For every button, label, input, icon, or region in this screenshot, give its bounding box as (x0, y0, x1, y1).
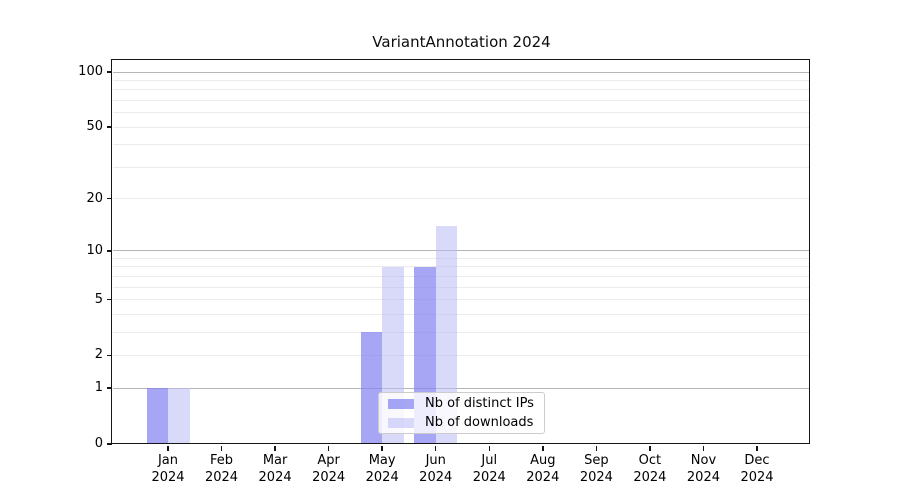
y-tick (106, 126, 112, 128)
x-tick-label-line: 2024 (472, 470, 506, 485)
legend-label: Nb of distinct IPs (425, 396, 534, 411)
x-tick-label-line: 2024 (526, 470, 560, 485)
x-tick-label-line: Nov (690, 453, 717, 468)
x-tick-label-line: 2024 (740, 470, 774, 485)
minor-gridline (113, 257, 810, 259)
x-tick-label: Apr 2024 (297, 452, 361, 486)
y-tick (106, 298, 112, 301)
x-tick-label: Feb 2024 (190, 452, 254, 486)
x-tick-label-line: 2024 (204, 470, 239, 485)
x-tick-label-line: Jan (157, 453, 179, 468)
legend-label: Nb of downloads (425, 415, 534, 430)
y-tick (106, 443, 112, 445)
minor-gridline (113, 299, 810, 301)
x-tick-label-line: Jun (425, 453, 446, 468)
x-tick-label: May 2024 (350, 452, 414, 486)
minor-gridline (113, 112, 810, 114)
x-tick (434, 445, 437, 451)
x-tick-label-line: Jul (481, 453, 498, 468)
y-tick (106, 387, 112, 389)
minor-gridline (113, 100, 810, 102)
x-tick-label-line: Apr (317, 453, 340, 468)
bar-distinct-ips (360, 332, 383, 444)
x-tick-label: Jun 2024 (404, 452, 468, 486)
x-tick-label: Jan 2024 (136, 452, 200, 486)
x-tick-label-line: Sep (584, 453, 609, 468)
x-tick-label: Sep 2024 (564, 452, 628, 486)
y-tick-label: 100 (78, 64, 103, 80)
x-tick-label-line: 2024 (151, 470, 185, 485)
x-tick (595, 445, 598, 451)
x-tick-label: Nov 2024 (671, 452, 735, 486)
y-tick-label: 5 (94, 291, 103, 307)
x-tick-label-line: 2024 (686, 470, 720, 485)
y-tick (106, 354, 112, 357)
x-tick-label: Aug 2024 (511, 452, 575, 486)
x-tick-label-line: Aug (530, 453, 556, 468)
x-tick (274, 445, 276, 451)
x-tick (756, 445, 758, 451)
minor-gridline (113, 89, 810, 91)
minor-gridline (113, 166, 810, 168)
legend-entry-downloads: Nb of downloads (388, 415, 536, 430)
y-tick-label: 0 (94, 436, 103, 451)
major-gridline (113, 71, 810, 73)
major-gridline (113, 250, 810, 252)
legend-swatch (388, 417, 414, 428)
x-tick-label: Dec 2024 (725, 452, 789, 486)
x-tick-label-line: 2024 (419, 470, 453, 485)
y-tick-label: 20 (86, 190, 103, 206)
legend-swatch (388, 398, 414, 409)
minor-gridline (113, 354, 810, 356)
minor-gridline (113, 144, 810, 146)
x-tick-label: Oct 2024 (618, 452, 682, 486)
legend-entry-distinct-ips: Nb of distinct IPs (388, 396, 536, 411)
x-tick-label-line: Feb (210, 453, 234, 468)
x-tick (327, 445, 330, 451)
x-tick-label: Jul 2024 (457, 452, 521, 486)
x-tick-label-line: May (368, 453, 396, 468)
legend: Nb of distinct IPs Nb of downloads (378, 392, 545, 434)
bar-downloads (435, 225, 458, 444)
x-tick-label: Mar 2024 (243, 452, 307, 486)
y-tick (106, 71, 112, 73)
y-tick-label: 10 (86, 242, 103, 258)
y-tick (106, 250, 112, 252)
x-tick-label-line: 2024 (579, 470, 613, 485)
y-tick (106, 197, 112, 200)
minor-gridline (113, 331, 810, 333)
x-tick-label-line: 2024 (312, 470, 346, 485)
x-tick (220, 445, 223, 451)
y-tick-label: 2 (94, 347, 103, 363)
x-tick (381, 445, 383, 451)
y-tick-label: 1 (94, 380, 103, 396)
chart-title: VariantAnnotation 2024 (372, 33, 551, 51)
x-tick-label-line: 2024 (633, 470, 667, 485)
major-gridline (113, 387, 810, 389)
x-tick-label-line: Mar (262, 453, 288, 468)
x-tick (542, 445, 544, 451)
bar-downloads (168, 388, 190, 444)
minor-gridline (113, 275, 810, 277)
x-tick (649, 445, 651, 451)
x-tick-label-line: Oct (638, 453, 662, 468)
y-tick-label: 50 (86, 119, 103, 135)
plot-area: 0 1 2 5 10 20 50 100 Jan 2024 Feb 2024 Mar 2024 Apr 202… (78, 59, 811, 485)
minor-gridline (113, 286, 810, 288)
minor-gridline (113, 198, 810, 200)
bar-distinct-ips (146, 388, 168, 444)
minor-gridline (113, 126, 810, 128)
x-tick-label-line: 2024 (258, 470, 292, 485)
x-tick (488, 445, 491, 451)
x-tick-label-line: Dec (744, 453, 770, 468)
x-tick-label-line: 2024 (365, 470, 399, 485)
x-tick (167, 445, 169, 451)
x-tick (702, 445, 705, 451)
minor-gridline (113, 80, 810, 82)
minor-gridline (113, 313, 810, 315)
minor-gridline (113, 266, 810, 268)
